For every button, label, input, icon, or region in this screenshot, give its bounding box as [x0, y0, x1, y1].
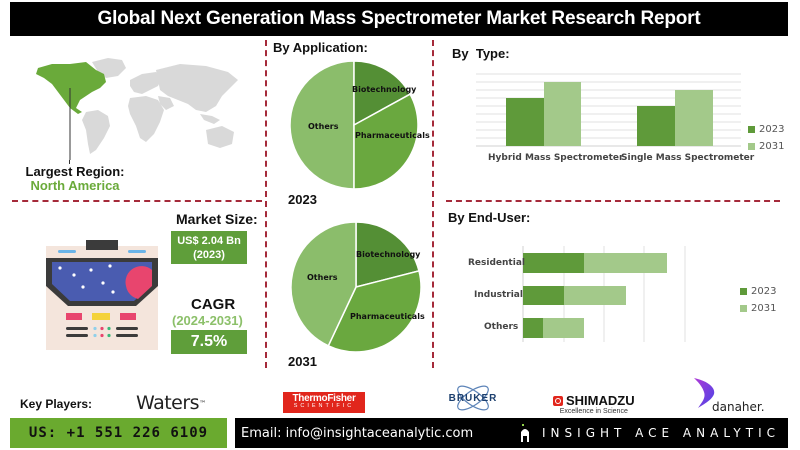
atom-orbit-icon — [457, 385, 489, 411]
pie-2023-label-biotechnology: Biotechnology — [352, 85, 417, 94]
by-type-title: By Type: — [452, 46, 510, 61]
logo-danaher-text: danaher. — [712, 400, 765, 414]
pie-2023-label-others: Others — [308, 122, 339, 131]
legend-label: 2023 — [759, 124, 785, 135]
bar-hybrid-2031 — [544, 82, 581, 146]
bar-industrial-2031 — [564, 286, 626, 305]
divider-vertical-right — [432, 40, 434, 368]
logo-thermo-text: ThermoFisher — [292, 393, 356, 404]
category-single-mass-spectrometer: Single Mass Spectrometer — [621, 153, 755, 163]
by-end-user-legend-2023: 2023 — [740, 286, 776, 297]
danaher-swoosh-icon — [694, 378, 715, 408]
insight-ace-logo-icon — [520, 424, 530, 442]
report-title: Global Next Generation Mass Spectrometer… — [10, 2, 788, 36]
logo-waters-text: Waters — [136, 392, 200, 414]
brand-insight-ace: INSIGHT ACE ANALYTIC — [520, 418, 780, 448]
market-size-box: US$ 2.04 Bn (2023) — [171, 231, 247, 264]
pointer-line — [69, 160, 70, 164]
category-residential: Residential — [468, 258, 525, 268]
cagr-title: CAGR — [191, 296, 236, 313]
pie-2031-label-pharmaceuticals: Pharmaceuticals — [350, 312, 425, 321]
legend-swatch-2031 — [740, 305, 747, 312]
bar-others-2023 — [523, 318, 543, 338]
phone-number[interactable]: US: +1 551 226 6109 — [10, 418, 227, 448]
largest-region-value: North America — [30, 178, 120, 193]
shimadzu-mark-icon — [553, 395, 563, 406]
logo-danaher: danaher. — [690, 376, 765, 416]
pie-chart-2023 — [288, 59, 420, 191]
logo-shimadzu: SHIMADZU Excellence in Science — [553, 393, 635, 415]
category-industrial: Industrial — [474, 290, 523, 300]
logo-shimadzu-sub: Excellence in Science — [559, 408, 628, 415]
logo-shimadzu-text: SHIMADZU — [566, 393, 635, 408]
legend-swatch-2023 — [748, 126, 755, 133]
bar-others-2031 — [543, 318, 584, 338]
mass-spectrometer-device-icon — [46, 240, 158, 350]
logo-bruker-text: BRUKER — [448, 393, 498, 404]
divider-horizontal-left — [12, 200, 262, 202]
by-type-legend-2023: 2023 — [748, 124, 784, 135]
divider-horizontal-right — [446, 200, 780, 202]
by-type-legend-2031: 2031 — [748, 141, 784, 152]
cagr-value: 7.5% — [190, 333, 228, 350]
category-hybrid-mass-spectrometer: Hybrid Mass Spectrometer — [488, 153, 624, 163]
logo-thermo-fisher: ThermoFisher SCIENTIFIC — [283, 392, 365, 413]
legend-label: 2031 — [751, 303, 777, 314]
by-end-user-title: By End-User: — [448, 210, 531, 225]
largest-region-label: Largest Region: — [25, 164, 125, 179]
pie-2031-label-others: Others — [307, 273, 338, 282]
pie-2031-label-biotechnology: Biotechnology — [356, 250, 421, 259]
pie-year-2031: 2031 — [288, 354, 317, 369]
market-size-title: Market Size: — [176, 211, 258, 227]
logo-thermo-sub: SCIENTIFIC — [293, 403, 355, 409]
trademark-mark: ™ — [199, 399, 206, 408]
by-end-user-bar-chart — [520, 246, 690, 342]
bar-residential-2023 — [523, 253, 584, 273]
bar-industrial-2023 — [523, 286, 564, 305]
legend-label: 2031 — [759, 141, 785, 152]
pie-2023-label-pharmaceuticals: Pharmaceuticals — [355, 131, 430, 140]
market-size-value: US$ 2.04 Bn — [177, 234, 241, 247]
logo-waters: Waters™ — [136, 392, 206, 414]
legend-label: 2023 — [751, 286, 777, 297]
legend-swatch-2023 — [740, 288, 747, 295]
by-type-bar-chart — [476, 72, 746, 148]
by-application-title: By Application: — [273, 40, 368, 55]
bar-single-2031 — [675, 90, 713, 146]
cagr-range: (2024-2031) — [172, 313, 243, 328]
bar-single-2023 — [637, 106, 675, 146]
key-players-label: Key Players: — [20, 397, 93, 411]
pie-chart-2031 — [289, 220, 423, 354]
logo-bruker: BRUKER — [443, 382, 503, 414]
cagr-value-box: 7.5% — [171, 330, 247, 354]
legend-swatch-2031 — [748, 143, 755, 150]
world-map-icon — [30, 50, 245, 160]
pie-year-2023: 2023 — [288, 192, 317, 207]
bar-hybrid-2023 — [506, 98, 544, 146]
north-america-highlight — [36, 62, 106, 114]
divider-vertical-left — [265, 40, 267, 368]
footer-contact-bar: Email: info@insightaceanalytic.com INSIG… — [235, 418, 788, 448]
brand-name: INSIGHT ACE ANALYTIC — [542, 426, 780, 440]
bar-residential-2031 — [584, 253, 667, 273]
category-others: Others — [484, 322, 519, 332]
email-address[interactable]: Email: info@insightaceanalytic.com — [241, 425, 474, 441]
by-end-user-legend-2031: 2031 — [740, 303, 776, 314]
market-size-year: (2023) — [193, 248, 225, 261]
